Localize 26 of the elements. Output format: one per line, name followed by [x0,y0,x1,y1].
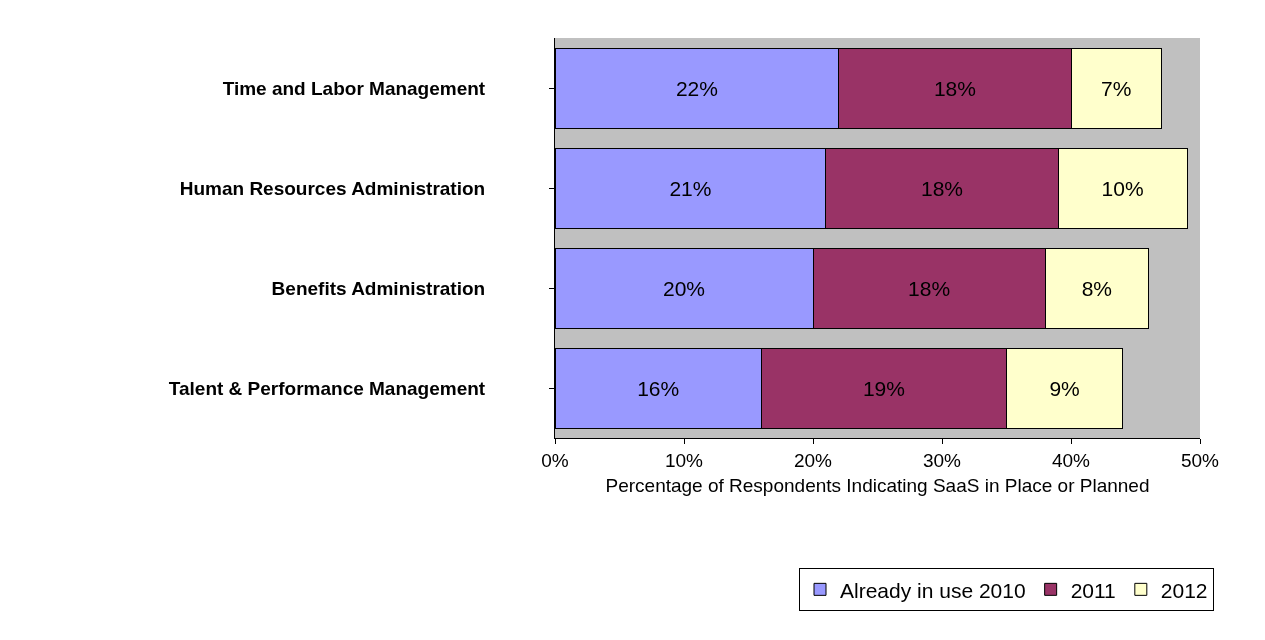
x-tick-label: 50% [1180,449,1220,471]
y-tick-label: Benefits Administration [271,277,486,299]
data-label: 22% [675,76,718,100]
data-label: 18% [920,176,964,200]
x-tick-label: 40% [1051,449,1091,471]
data-label: 10% [1101,176,1144,200]
data-label: 7% [1100,76,1132,100]
data-label: 18% [933,76,976,100]
y-tick-label: Talent & Performance Management [168,377,486,399]
x-tick-label: 0% [541,449,569,471]
data-label: 20% [662,276,706,300]
x-axis-title: Percentage of Respondents Indicating SaaS in Place or Planned [605,474,1150,496]
legend-label: Already in use 2010 [840,578,1026,602]
y-tick-label: Time and Labor Management [222,77,486,99]
y-tick-label: Human Resources Administration [179,177,486,199]
data-label: 8% [1081,276,1112,300]
data-label: 16% [637,376,680,400]
legend-label: 2012 [1160,578,1208,602]
x-tick-label: 30% [922,449,962,471]
legend-label: 2011 [1070,578,1116,602]
data-label: 19% [862,376,905,400]
data-label: 18% [908,276,951,300]
data-label: 9% [1049,376,1080,400]
data-label: 21% [669,176,712,200]
x-tick-label: 20% [793,449,833,471]
x-tick-label: 10% [664,449,704,471]
